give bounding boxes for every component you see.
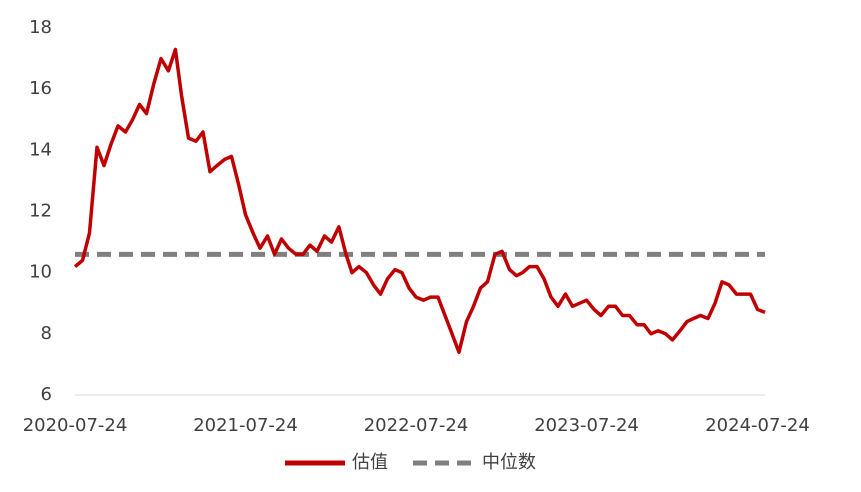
y-tick-label: 16: [29, 78, 52, 99]
legend-label: 中位数: [482, 452, 536, 473]
y-tick-label: 18: [29, 17, 52, 38]
x-tick-label: 2020-07-24: [23, 415, 128, 436]
legend-label: 估值: [352, 452, 388, 473]
y-tick-label: 12: [29, 201, 52, 222]
y-tick-label: 10: [29, 262, 52, 283]
y-tick-label: 14: [29, 139, 52, 160]
line-series: [73, 47, 766, 354]
x-tick-label: 2022-07-24: [364, 415, 469, 436]
x-tick-label: 2023-07-24: [534, 415, 639, 436]
y-tick-label: 8: [41, 323, 52, 344]
x-tick-label: 2021-07-24: [193, 415, 298, 436]
y-tick-label: 6: [41, 384, 52, 405]
x-tick-label: 2024-07-24: [705, 415, 810, 436]
